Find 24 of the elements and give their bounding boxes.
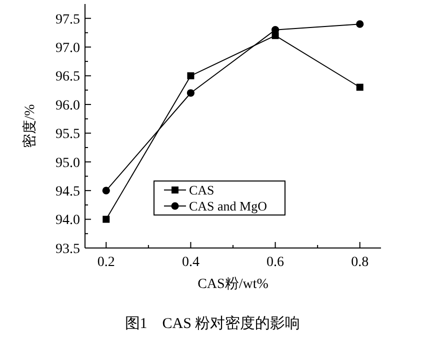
x-tick-label: 0.2 — [97, 255, 115, 270]
x-axis-title: CAS粉/wt% — [198, 276, 269, 292]
text: 图1 CAS 粉对密度的影响 — [124, 315, 300, 332]
y-tick-label: 95.0 — [56, 156, 80, 171]
x-tick-label: 0.8 — [351, 255, 369, 270]
y-axis-title: 密度/% — [22, 104, 38, 148]
y-tick-label: 95.5 — [56, 127, 80, 142]
x-tick-label: 0.6 — [266, 255, 284, 270]
y-tick-label: 94.0 — [56, 213, 80, 228]
y-tick-label: 97.0 — [56, 40, 80, 56]
y-tick-label: 96.5 — [56, 70, 80, 85]
point — [186, 89, 195, 97]
point — [102, 216, 110, 223]
y-tick-label: 97.5 — [56, 12, 80, 28]
point — [356, 20, 364, 28]
x-tick-label: 0.4 — [182, 255, 200, 270]
point — [356, 84, 364, 91]
y-tick-label: 93.5 — [56, 242, 80, 257]
legend-label: CAS — [189, 182, 214, 198]
point — [102, 186, 110, 194]
y-tick-label: 96.0 — [56, 98, 80, 114]
y-tick-label: 94.5 — [56, 184, 80, 200]
point — [187, 72, 194, 80]
legend-label: CAS and MgO — [189, 198, 268, 214]
